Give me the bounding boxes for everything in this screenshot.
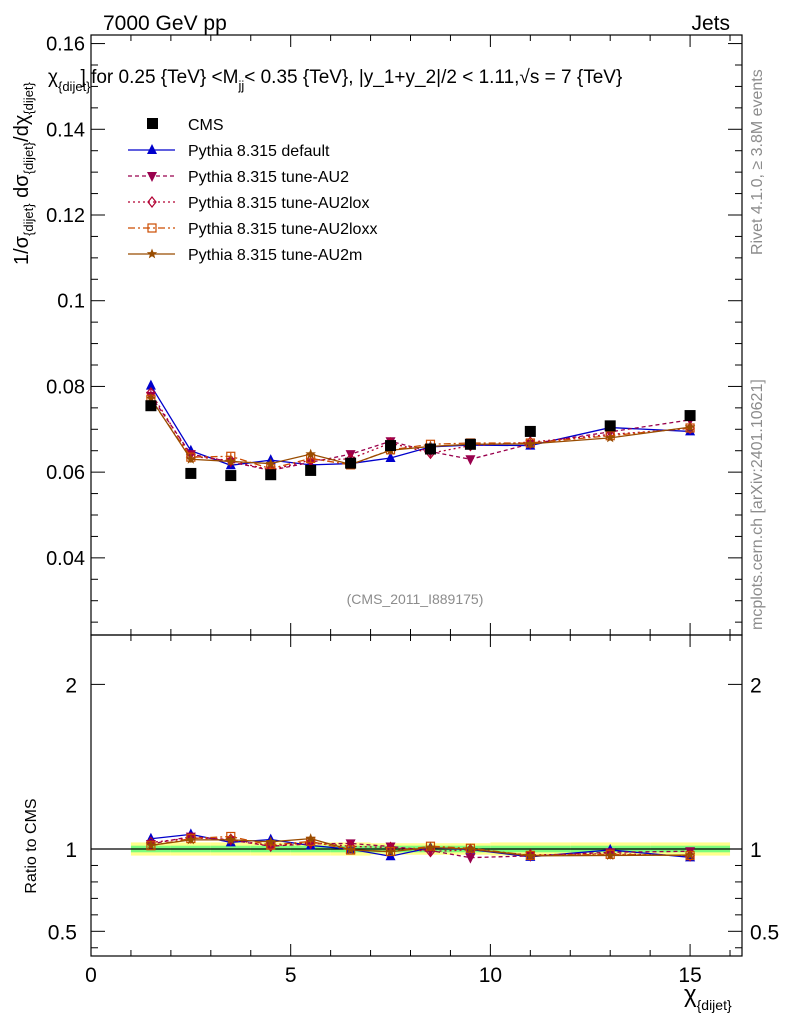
header-left-label: 7000 GeV pp (103, 12, 227, 35)
analysis-watermark: (CMS_2011_I889175) (347, 591, 484, 607)
point-au2m (525, 438, 536, 449)
ratio-line-au2lox (150, 837, 691, 857)
ratio-point-au2m (605, 850, 616, 860)
point-cms (225, 470, 237, 482)
title-mjj-sub: jj (237, 78, 244, 93)
legend-marker-default (147, 144, 157, 154)
point-cms (385, 440, 397, 452)
point-au2m (605, 432, 616, 443)
legend-label-au2: Pythia 8.315 tune-AU2 (188, 169, 349, 186)
point-au2m (684, 421, 696, 432)
legend-label-au2loxx: Pythia 8.315 tune-AU2loxx (188, 221, 377, 238)
y-tick-label-ratio-right: 1 (750, 839, 762, 862)
y-tick-label-main: 0.04 (46, 548, 85, 570)
ratio-point-au2m (225, 834, 236, 845)
point-cms (684, 410, 696, 422)
y-tick-label-main: 0.12 (46, 205, 85, 227)
ratio-point-au2lox (226, 833, 236, 846)
point-cms (524, 425, 536, 437)
main-ylabel: 1/σ{dijet} dσ{dijet}/dχ{dijet} (11, 81, 36, 265)
series-line-au2 (150, 395, 691, 472)
ratio-point-au2m (265, 836, 276, 847)
ratio-point-au2m (385, 846, 396, 857)
y-tick-label-main: 0.1 (57, 291, 85, 313)
point-cms (424, 443, 436, 455)
legend-marker-au2lox (147, 196, 157, 208)
y-tick-label-ratio: 2 (65, 674, 77, 697)
legend-label-cms: CMS (188, 117, 224, 134)
y-tick-label-main: 0.14 (46, 119, 85, 141)
point-au2m (225, 455, 236, 466)
ratio-panel-frame (90, 634, 743, 957)
legend-marker-au2m (146, 248, 158, 259)
series-line-au2m (150, 398, 691, 466)
ratio-point-au2m (425, 842, 436, 852)
plot-title: χ{dijet}] for 0.25 {TeV} <Mjj< 0.35 {TeV… (48, 67, 622, 94)
ratio-point-au2lox (305, 836, 316, 849)
point-cms (464, 438, 476, 450)
y-tick-label-main: 0.06 (46, 462, 85, 484)
sigma-sub-2: {dijet} (21, 141, 36, 174)
point-au2m (185, 453, 197, 464)
title-chi-sub: {dijet} (58, 79, 91, 94)
legend-marker-cms (147, 118, 158, 129)
xlabel-sub: {dijet} (697, 997, 732, 1013)
point-au2 (465, 455, 476, 466)
point-au2m (145, 392, 157, 403)
point-cms (305, 464, 317, 476)
y-tick-label-main: 0.08 (46, 376, 85, 398)
legend-marker-au2loxx (147, 223, 157, 233)
x-tick-label: 0 (85, 964, 97, 987)
x-tick-label: 5 (285, 964, 297, 987)
x-tick-label: 10 (479, 964, 502, 987)
xlabel: χ{dijet} (684, 981, 732, 1013)
header-right-label: Jets (691, 12, 730, 35)
ratio-line-au2m (150, 837, 691, 857)
series-line-au2lox (150, 392, 691, 471)
ratio-point-au2m (345, 844, 356, 855)
point-cms (145, 400, 157, 412)
y-tick-label-ratio: 0.5 (48, 921, 77, 944)
point-cms (345, 457, 357, 469)
y-tick-label-main: 0.16 (46, 34, 85, 56)
sigma-sub-1: {dijet} (21, 203, 36, 236)
point-cms (604, 420, 616, 432)
point-cms (185, 467, 197, 479)
y-tick-label-ratio-right: 0.5 (750, 921, 779, 944)
ratio-point-au2m (684, 849, 696, 860)
point-default (145, 379, 156, 390)
ratio-point-au2m (145, 839, 157, 850)
legend-label-au2m: Pythia 8.315 tune-AU2m (188, 247, 362, 264)
ratio-point-au2m (305, 833, 316, 844)
y-tick-label-ratio: 1 (65, 839, 77, 862)
point-au2m (305, 448, 316, 459)
ratio-point-au2m (185, 834, 197, 845)
ratio-point-au2m (525, 850, 536, 861)
y-tick-label-ratio-right: 2 (750, 674, 762, 697)
rivet-label: Rivet 4.1.0, ≥ 3.8M events (749, 69, 766, 255)
point-au2lox (226, 454, 236, 467)
ratio-point-au2m (465, 843, 476, 854)
x-tick-label: 15 (678, 964, 701, 987)
legend-label-default: Pythia 8.315 default (188, 143, 330, 160)
point-default (385, 452, 396, 462)
ratio-point-au2 (465, 853, 476, 864)
legend: CMS Pythia 8.315 default Pythia 8.315 tun… (128, 117, 377, 264)
mcplots-label: mcplots.cern.ch [arXiv:2401.10621] (749, 379, 766, 630)
point-au2 (345, 450, 356, 461)
legend-marker-au2 (147, 172, 157, 182)
point-cms (265, 469, 277, 481)
legend-label-au2lox: Pythia 8.315 tune-AU2lox (188, 195, 369, 212)
point-au2m (265, 458, 276, 468)
ratio-ylabel: Ratio to CMS (23, 798, 40, 893)
chi-sub: {dijet} (21, 81, 36, 114)
